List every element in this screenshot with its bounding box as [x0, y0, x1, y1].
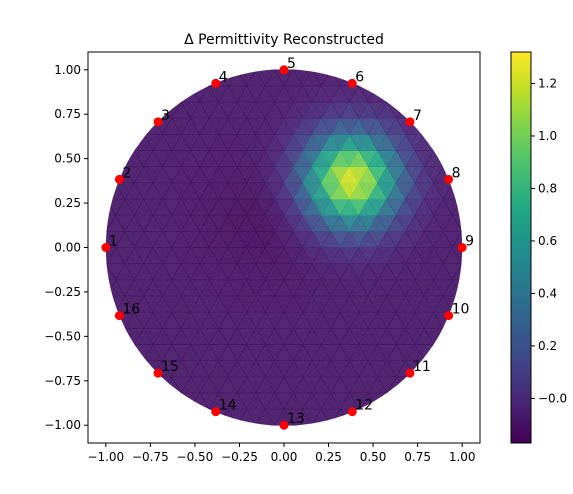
electrode-label: 16: [122, 302, 140, 318]
mesh-triangle: [236, 424, 257, 426]
mesh-triangle: [105, 182, 117, 200]
y-tick-label: 0.00: [54, 241, 81, 255]
electrode-label: 1: [109, 234, 118, 250]
electrode-marker: [347, 407, 357, 417]
colorbar-gradient: [510, 51, 532, 444]
mesh-triangle: [161, 85, 182, 103]
colorbar-tick-label: 0.2: [538, 339, 557, 353]
electrode-label: 7: [413, 108, 422, 124]
electrode-label: 10: [452, 302, 470, 318]
x-tick-label: 0.25: [315, 450, 342, 464]
electrode-marker: [444, 311, 454, 321]
electrode-marker: [405, 117, 415, 127]
x-tick-label: 0.75: [404, 450, 431, 464]
mesh-triangle: [161, 392, 182, 410]
mesh-triangle: [461, 263, 463, 281]
electrode-marker: [114, 174, 124, 184]
electrode-marker: [347, 78, 357, 88]
x-tick-label: 0.50: [360, 450, 387, 464]
colorbar-tick-label: 1.0: [538, 129, 557, 143]
electrode-label: 13: [287, 411, 305, 427]
electrode-marker: [279, 420, 289, 430]
y-tick-label: 0.75: [54, 107, 81, 121]
electrode-label: 2: [122, 165, 131, 181]
colorbar-tick-label: −0.0: [538, 391, 567, 405]
mesh-triangle: [105, 295, 117, 313]
mesh-triangle: [461, 214, 463, 232]
electrode-marker: [279, 65, 289, 75]
y-tick-label: −0.75: [44, 374, 81, 388]
y-tick-label: 0.50: [54, 152, 81, 166]
electrode-marker: [457, 243, 467, 252]
x-axis: −1.00 −0.75 −0.50 −0.25 0.00 0.25 0.50 0.75 1.00: [87, 443, 476, 464]
electrode-label: 6: [355, 69, 364, 85]
electrode-marker: [211, 78, 221, 88]
mesh-triangle: [292, 424, 313, 426]
mesh-triangle: [311, 69, 332, 71]
mesh-triangle: [152, 376, 173, 394]
mesh-triangle: [255, 424, 276, 426]
chart-title: Δ Permittivity Reconstructed: [184, 32, 384, 48]
mesh-triangle: [105, 263, 107, 281]
x-tick-label: −0.50: [177, 450, 214, 464]
electrode-label: 12: [355, 398, 373, 414]
colorbar: −0.0 0.2 0.4 0.6 0.8 1.0 1.2: [510, 51, 567, 444]
colorbar-tick-label: 1.2: [538, 76, 557, 90]
mesh-triangle: [395, 376, 416, 394]
colorbar-tick-label: 0.8: [538, 181, 557, 195]
mesh-triangle: [386, 85, 407, 103]
electrode-label: 14: [219, 398, 237, 414]
mesh-triangle: [292, 69, 313, 71]
y-tick-label: 0.25: [54, 196, 81, 210]
y-tick-label: −0.50: [44, 329, 81, 343]
x-tick-label: −1.00: [87, 450, 124, 464]
electrode-marker: [101, 243, 111, 252]
colorbar-tick-label: 0.4: [538, 286, 557, 300]
x-tick-label: 1.00: [449, 450, 476, 464]
electrode-label: 5: [287, 56, 296, 72]
electrode-label: 3: [161, 108, 170, 124]
y-axis: 1.00 0.75 0.50 0.25 0.00 −0.25 −0.50 −0.75 −1.00: [44, 63, 88, 432]
electrode-label: 15: [161, 359, 179, 375]
mesh-triangle: [189, 408, 210, 426]
mesh-triangle: [311, 424, 332, 426]
y-tick-label: −0.25: [44, 285, 81, 299]
electrode-marker: [153, 117, 163, 127]
colorbar-tick-label: 0.6: [538, 234, 557, 248]
electrode-label: 9: [465, 234, 474, 250]
mesh-triangle: [236, 69, 257, 71]
electrode-label: 11: [413, 359, 431, 375]
mesh-triangle: [105, 214, 107, 232]
electrode-marker: [153, 368, 163, 378]
x-tick-label: 0.00: [271, 450, 298, 464]
mesh-triangle: [451, 182, 463, 200]
electrode-marker: [405, 368, 415, 378]
x-tick-label: −0.25: [221, 450, 258, 464]
y-tick-label: −1.00: [44, 418, 81, 432]
mesh-triangle: [386, 392, 407, 410]
electrode-marker: [444, 174, 454, 184]
electrode-marker: [114, 311, 124, 321]
mesh-triangle: [255, 69, 276, 71]
mesh-triangle: [189, 69, 210, 87]
electrode-label: 4: [219, 69, 228, 85]
y-tick-label: 1.00: [54, 63, 81, 77]
electrode-marker: [211, 407, 221, 417]
electrode-label: 8: [452, 165, 461, 181]
x-tick-label: −0.75: [132, 450, 169, 464]
